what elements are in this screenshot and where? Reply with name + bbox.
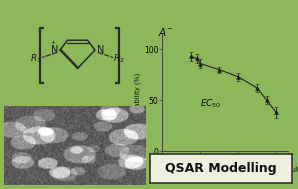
Text: $R_2$: $R_2$ xyxy=(114,53,125,65)
Text: $A^{-}$: $A^{-}$ xyxy=(158,26,174,37)
Text: $R_1$: $R_1$ xyxy=(30,53,41,65)
Text: $^+$: $^+$ xyxy=(49,40,57,49)
Text: N: N xyxy=(51,45,58,55)
Text: QSAR Modelling: QSAR Modelling xyxy=(165,162,277,175)
Y-axis label: Viability (%): Viability (%) xyxy=(134,72,141,113)
Text: $EC_{50}$: $EC_{50}$ xyxy=(200,98,221,110)
Text: N: N xyxy=(97,45,104,55)
X-axis label: decadic logarithm of the concentration in μM: decadic logarithm of the concentration i… xyxy=(150,167,298,173)
